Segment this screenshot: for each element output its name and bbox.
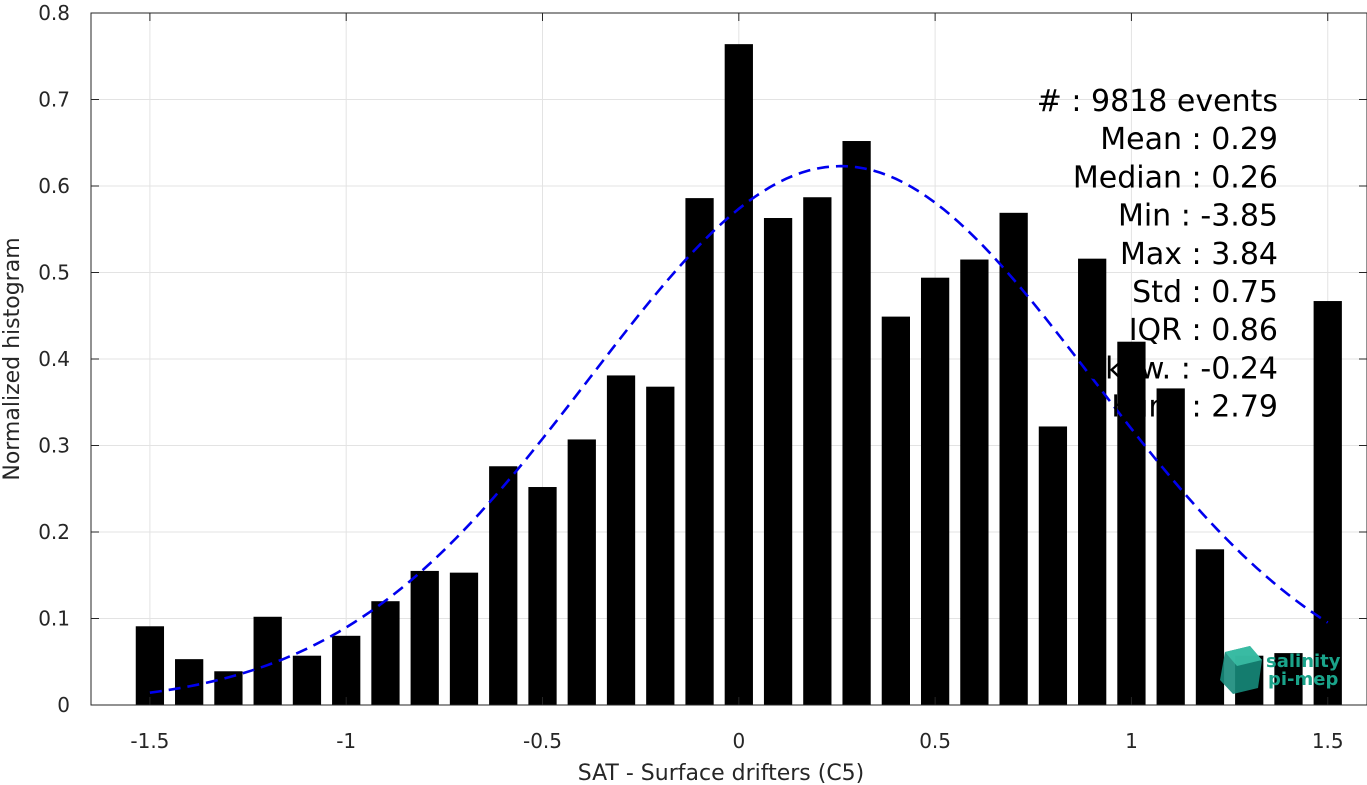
histogram-bar: [842, 141, 871, 705]
x-tick-label: 1: [1125, 729, 1138, 753]
stat-line: Mean : 0.29: [1100, 122, 1278, 157]
stat-line: Max : 3.84: [1120, 237, 1278, 272]
y-axis-label: Normalized histogram: [0, 237, 25, 480]
histogram-bar: [1156, 388, 1185, 705]
histogram-bar: [449, 572, 479, 705]
histogram-bar: [175, 659, 204, 705]
histogram-bar: [685, 198, 714, 706]
histogram-bar: [803, 197, 832, 705]
y-tick-label: 0.3: [38, 434, 70, 458]
y-tick-label: 0.2: [38, 520, 70, 544]
x-ticks: -1.5 -1 -0.5 0 0.5 1 1.5: [130, 13, 1344, 753]
y-tick-label: 0.7: [38, 88, 70, 112]
histogram-bar: [646, 386, 675, 705]
histogram-bar: [724, 44, 753, 705]
histogram-bar: [1313, 301, 1342, 705]
stat-line: Skew. : -0.24: [1086, 351, 1278, 386]
histogram-bar: [410, 570, 439, 705]
histogram-bar: [1195, 549, 1225, 705]
stat-line: Kurt. : 2.79: [1111, 390, 1278, 425]
y-ticks: 0 0.1 0.2 0.3 0.4 0.5 0.6 0.7 0.8: [38, 1, 1367, 717]
histogram-bar: [606, 375, 636, 705]
histogram-bar: [292, 655, 322, 705]
stat-line: # : 9818 events: [1037, 84, 1278, 119]
logo-line1: salinity: [1266, 651, 1341, 672]
histogram-bar: [567, 439, 596, 705]
histogram-bar: [135, 626, 165, 705]
histogram-bar: [371, 601, 400, 705]
histogram-bar: [960, 259, 989, 705]
stat-line: Median : 0.26: [1073, 160, 1278, 195]
histogram-bar: [489, 466, 518, 705]
stat-line: IQR : 0.86: [1129, 313, 1278, 348]
histogram-bar: [920, 277, 950, 705]
bars: [135, 44, 1342, 706]
y-tick-label: 0.4: [38, 347, 70, 371]
salinity-pi-mep-logo: salinity pi-mep: [1220, 646, 1341, 694]
y-tick-label: 0.5: [38, 261, 70, 285]
y-tick-label: 0.8: [38, 1, 70, 25]
x-tick-label: 0.5: [919, 729, 951, 753]
stat-line: Min : -3.85: [1118, 199, 1278, 234]
x-tick-label: -1: [336, 729, 356, 753]
logo-cube-face-icon: [1225, 646, 1262, 666]
histogram-bar: [253, 616, 282, 705]
histogram-bar: [1038, 426, 1068, 705]
histogram-bar: [332, 635, 361, 705]
y-tick-label: 0.1: [38, 607, 70, 631]
x-tick-label: 0: [732, 729, 745, 753]
histogram-bar: [528, 487, 557, 705]
x-tick-label: -0.5: [523, 729, 562, 753]
histogram-bar: [881, 316, 910, 705]
stat-line: Std : 0.75: [1132, 275, 1278, 310]
fit-curve: [149, 164, 1329, 695]
x-axis-label: SAT - Surface drifters (C5): [578, 761, 865, 785]
y-tick-label: 0.6: [38, 174, 70, 198]
y-tick-label: 0: [57, 693, 70, 717]
histogram-bar: [1274, 653, 1303, 705]
x-tick-label: -1.5: [130, 729, 169, 753]
histogram-bar: [999, 212, 1028, 705]
logo-line2: pi-mep: [1268, 669, 1338, 690]
histogram-bar: [763, 218, 793, 705]
histogram-bar: [1117, 341, 1146, 705]
x-tick-label: 1.5: [1312, 729, 1344, 753]
histogram-bar: [1078, 258, 1107, 705]
